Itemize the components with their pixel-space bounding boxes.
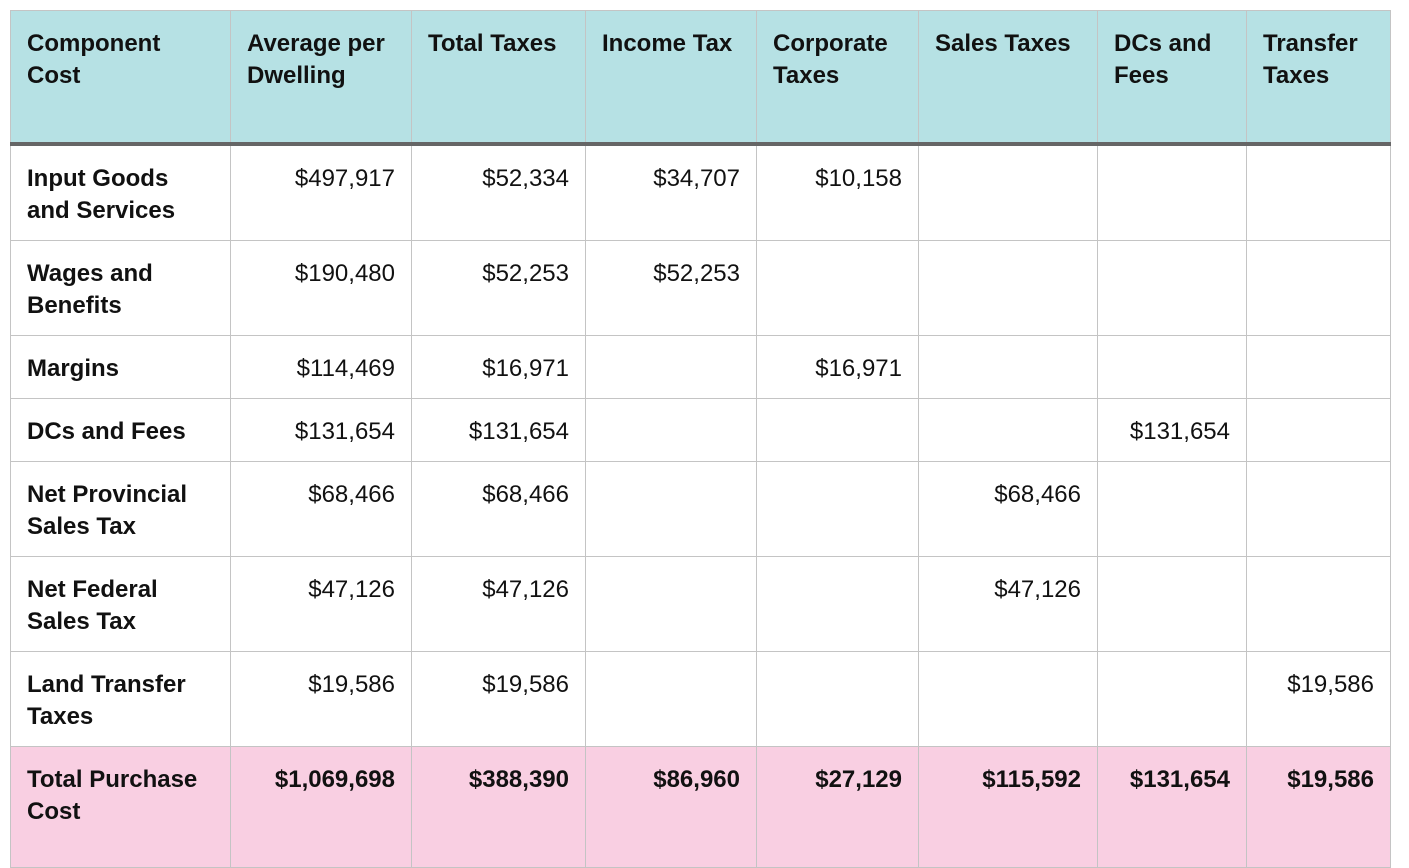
cell-average-per-dwelling: $497,917 (230, 143, 412, 241)
row-label: Margins (10, 334, 231, 399)
cell-corporate-taxes: $16,971 (756, 334, 919, 399)
cell-corporate-taxes (756, 397, 919, 462)
total-average-per-dwelling: $1,069,698 (230, 745, 412, 868)
total-row: Total Purchase Cost $1,069,698 $388,390 … (10, 745, 1391, 868)
cell-dcs-and-fees (1097, 555, 1247, 652)
cell-dcs-and-fees (1097, 143, 1247, 241)
header-row: Component Cost Average per Dwelling Tota… (10, 10, 1391, 146)
cell-sales-taxes: $47,126 (918, 555, 1098, 652)
cell-sales-taxes (918, 334, 1098, 399)
cell-dcs-and-fees (1097, 650, 1247, 747)
total-row-label: Total Purchase Cost (10, 745, 231, 868)
total-total-taxes: $388,390 (411, 745, 586, 868)
header-component-cost: Component Cost (10, 10, 231, 146)
header-total-taxes: Total Taxes (411, 10, 586, 146)
table-row: Wages and Benefits $190,480 $52,253 $52,… (10, 239, 1391, 336)
tax-component-table-wrapper: Component Cost Average per Dwelling Tota… (10, 10, 1391, 868)
cell-dcs-and-fees (1097, 460, 1247, 557)
cell-transfer-taxes (1246, 460, 1391, 557)
cell-transfer-taxes (1246, 239, 1391, 336)
cell-income-tax: $52,253 (585, 239, 757, 336)
header-average-per-dwelling: Average per Dwelling (230, 10, 412, 146)
cell-transfer-taxes (1246, 334, 1391, 399)
table-row: Input Goods and Services $497,917 $52,33… (10, 143, 1391, 241)
cell-average-per-dwelling: $47,126 (230, 555, 412, 652)
table-row: Net Federal Sales Tax $47,126 $47,126 $4… (10, 555, 1391, 652)
cell-total-taxes: $68,466 (411, 460, 586, 557)
header-sales-taxes: Sales Taxes (918, 10, 1098, 146)
cell-average-per-dwelling: $68,466 (230, 460, 412, 557)
row-label: Input Goods and Services (10, 143, 231, 241)
cell-average-per-dwelling: $114,469 (230, 334, 412, 399)
cell-corporate-taxes (756, 460, 919, 557)
row-label: Land Transfer Taxes (10, 650, 231, 747)
cell-transfer-taxes (1246, 143, 1391, 241)
cell-dcs-and-fees: $131,654 (1097, 397, 1247, 462)
table-row: Margins $114,469 $16,971 $16,971 (10, 334, 1391, 399)
cell-total-taxes: $16,971 (411, 334, 586, 399)
cell-dcs-and-fees (1097, 334, 1247, 399)
cell-corporate-taxes: $10,158 (756, 143, 919, 241)
total-transfer-taxes: $19,586 (1246, 745, 1391, 868)
cell-corporate-taxes (756, 555, 919, 652)
header-income-tax: Income Tax (585, 10, 757, 146)
cell-income-tax (585, 334, 757, 399)
header-transfer-taxes: Transfer Taxes (1246, 10, 1391, 146)
cell-transfer-taxes: $19,586 (1246, 650, 1391, 747)
cell-income-tax (585, 555, 757, 652)
cell-average-per-dwelling: $19,586 (230, 650, 412, 747)
cell-sales-taxes (918, 239, 1098, 336)
cell-income-tax (585, 650, 757, 747)
total-dcs-and-fees: $131,654 (1097, 745, 1247, 868)
cell-average-per-dwelling: $131,654 (230, 397, 412, 462)
cell-income-tax (585, 397, 757, 462)
total-corporate-taxes: $27,129 (756, 745, 919, 868)
cell-total-taxes: $131,654 (411, 397, 586, 462)
cell-transfer-taxes (1246, 555, 1391, 652)
cell-income-tax: $34,707 (585, 143, 757, 241)
tax-component-table: Component Cost Average per Dwelling Tota… (10, 10, 1391, 868)
header-corporate-taxes: Corporate Taxes (756, 10, 919, 146)
row-label: Net Federal Sales Tax (10, 555, 231, 652)
cell-sales-taxes (918, 650, 1098, 747)
total-sales-taxes: $115,592 (918, 745, 1098, 868)
cell-income-tax (585, 460, 757, 557)
table-row: Net Provincial Sales Tax $68,466 $68,466… (10, 460, 1391, 557)
total-income-tax: $86,960 (585, 745, 757, 868)
cell-total-taxes: $52,334 (411, 143, 586, 241)
row-label: DCs and Fees (10, 397, 231, 462)
header-dcs-and-fees: DCs and Fees (1097, 10, 1247, 146)
cell-total-taxes: $47,126 (411, 555, 586, 652)
row-label: Wages and Benefits (10, 239, 231, 336)
cell-corporate-taxes (756, 650, 919, 747)
table-row: DCs and Fees $131,654 $131,654 $131,654 (10, 397, 1391, 462)
cell-average-per-dwelling: $190,480 (230, 239, 412, 336)
cell-sales-taxes (918, 143, 1098, 241)
table-row: Land Transfer Taxes $19,586 $19,586 $19,… (10, 650, 1391, 747)
cell-total-taxes: $19,586 (411, 650, 586, 747)
cell-corporate-taxes (756, 239, 919, 336)
cell-dcs-and-fees (1097, 239, 1247, 336)
cell-sales-taxes (918, 397, 1098, 462)
cell-transfer-taxes (1246, 397, 1391, 462)
row-label: Net Provincial Sales Tax (10, 460, 231, 557)
cell-sales-taxes: $68,466 (918, 460, 1098, 557)
cell-total-taxes: $52,253 (411, 239, 586, 336)
